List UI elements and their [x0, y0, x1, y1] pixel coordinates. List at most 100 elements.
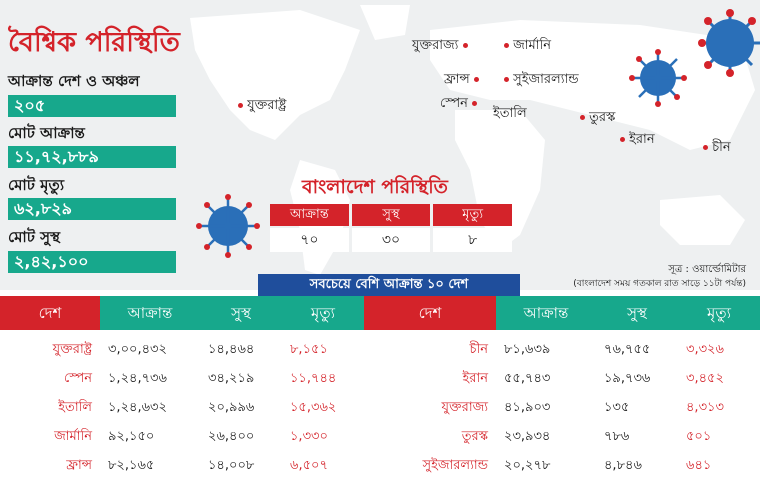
map-label: যুক্তরাষ্ট্র — [238, 96, 286, 117]
cell-deaths: ১১,৭৪৪ — [290, 371, 337, 386]
cell-country: চীন — [469, 342, 489, 357]
summary-label: মোট সুস্থ — [8, 228, 60, 246]
cell-infected: ৩,০০,৪৩২ — [108, 342, 167, 357]
source-text: সূত্র : ওয়ার্ল্ডোমিটার — [668, 264, 746, 275]
bangladesh-title: বাংলাদেশ পরিস্থিতি — [302, 176, 448, 198]
table-row: চীন ৮১,৬৩৯ ৭৬,৭৫৫ ৩,৩২৬ — [364, 338, 760, 362]
cell-recovered: ২৬,৪০০ — [208, 429, 255, 444]
map-label: ফ্রান্স — [444, 70, 479, 91]
col-header-country: দেশ — [0, 296, 100, 330]
bd-value: ৩০ — [351, 228, 431, 252]
summary-label: মোট আক্রান্ত — [8, 124, 85, 142]
cell-infected: ২০,২৭৮ — [504, 458, 551, 473]
cell-recovered: ২০,৯৯৬ — [208, 400, 255, 415]
left-table: দেশ আক্রান্ত সুস্থ মৃত্যু যুক্তরাষ্ট্র ৩,… — [0, 296, 364, 483]
table-row: সুইজারল্যান্ড ২০,২৭৮ ৪,৮৪৬ ৬৪১ — [364, 454, 760, 478]
table-row: যুক্তরাষ্ট্র ৩,০০,৪৩২ ১৪,৪৬৪ ৮,১৫১ — [0, 338, 364, 362]
col-header-recovered: সুস্থ — [231, 304, 251, 322]
virus-icon — [698, 9, 760, 77]
summary-value: ২,৪২,১০০ — [8, 251, 176, 273]
cell-deaths: ৫০১ — [686, 429, 712, 444]
col-header-recovered: সুস্থ — [627, 304, 647, 322]
cell-recovered: ৩৪,২১৯ — [208, 371, 255, 386]
cell-infected: ৯২,১৫০ — [108, 429, 155, 444]
cell-infected: ২৩,৯৩৪ — [504, 429, 551, 444]
location-dot-icon — [472, 101, 478, 106]
location-dot-icon — [504, 43, 509, 48]
time-note: (বাংলাদেশ সময় গতকাল রাত সাড়ে ১১টা পর্য… — [573, 279, 746, 289]
cell-country: ইরান — [462, 371, 488, 386]
summary-label: মোট মৃত্যু — [8, 176, 65, 194]
bangladesh-table: আক্রান্ত সুস্থ মৃত্যু ৭০ ৩০ ৮ — [270, 204, 515, 252]
cell-country: সুইজারল্যান্ড — [422, 458, 488, 473]
cell-deaths: ১,৩৩০ — [290, 429, 328, 444]
cell-country: ইতালি — [58, 400, 92, 415]
cell-deaths: ৩,৪৫২ — [686, 371, 724, 386]
cell-country: তুরস্ক — [461, 429, 488, 444]
cell-infected: ৪১,৯০৩ — [504, 400, 551, 415]
col-header-country: দেশ — [364, 296, 496, 330]
cell-recovered: ১৪,০০৮ — [208, 458, 255, 473]
cell-deaths: ৪,৩১৩ — [686, 400, 724, 415]
map-label: জার্মানি — [504, 36, 551, 57]
cell-recovered: ১৯,৭৩৬ — [604, 371, 651, 386]
map-label: স্পেন — [440, 94, 478, 115]
location-dot-icon — [238, 103, 243, 108]
location-dot-icon — [462, 43, 468, 48]
table-row: যুক্তরাজ্য ৪১,৯০৩ ১৩৫ ৪,৩১৩ — [364, 396, 760, 420]
cell-recovered: ৪,৮৪৬ — [604, 458, 642, 473]
cell-country: ফ্রান্স — [66, 458, 92, 473]
map-label: ইরান — [620, 130, 655, 151]
bd-header: সুস্থ — [351, 204, 431, 226]
right-table: দেশ আক্রান্ত সুস্থ মৃত্যু চীন ৮১,৬৩৯ ৭৬,৭৫… — [364, 296, 760, 483]
cell-recovered: ৭৬,৭৫৫ — [604, 342, 651, 357]
summary-value: ২০৫ — [8, 95, 176, 117]
summary-label: আক্রান্ত দেশ ও অঞ্চল — [8, 72, 140, 90]
col-header-deaths: মৃত্যু — [311, 304, 335, 322]
bd-header: মৃত্যু — [433, 204, 513, 226]
map-label: যুক্তরাজ্য — [412, 36, 468, 57]
cell-deaths: ১৫,৩৬২ — [290, 400, 337, 415]
bd-header: আক্রান্ত — [270, 204, 349, 226]
cell-country: জার্মানি — [54, 429, 92, 444]
cell-infected: ৫৫,৭৪৩ — [504, 371, 551, 386]
table-row: ইতালি ১,২৪,৬৩২ ২০,৯৯৬ ১৫,৩৬২ — [0, 396, 364, 420]
col-header-deaths: মৃত্যু — [707, 304, 731, 322]
virus-icon — [196, 194, 260, 258]
top-ten-banner: সবচেয়ে বেশি আক্রান্ত ১০ দেশ — [258, 274, 520, 296]
table-row: স্পেন ১,২৪,৭৩৬ ৩৪,২১৯ ১১,৭৪৪ — [0, 367, 364, 391]
map-label: তুরস্ক — [580, 108, 615, 129]
table-row: ইরান ৫৫,৭৪৩ ১৯,৭৩৬ ৩,৪৫২ — [364, 367, 760, 391]
table-row: ফ্রান্স ৮২,১৬৫ ১৪,০০৮ ৬,৫০৭ — [0, 454, 364, 478]
location-dot-icon — [473, 77, 479, 82]
cell-deaths: ৬,৫০৭ — [290, 458, 328, 473]
bd-value: ৮ — [433, 228, 513, 252]
map-label: চীন — [703, 138, 731, 159]
location-dot-icon — [580, 115, 585, 120]
col-header-infected: আক্রান্ত — [523, 304, 569, 322]
cell-country: যুক্তরাজ্য — [441, 400, 488, 415]
cell-recovered: ৭৮৬ — [604, 429, 630, 444]
cell-country: স্পেন — [64, 371, 92, 386]
cell-recovered: ১৩৫ — [604, 400, 630, 415]
cell-deaths: ৮,১৫১ — [290, 342, 328, 357]
cell-infected: ১,২৪,৬৩২ — [108, 400, 167, 415]
location-dot-icon — [620, 137, 625, 142]
cell-infected: ৮১,৬৩৯ — [504, 342, 551, 357]
table-row: জার্মানি ৯২,১৫০ ২৬,৪০০ ১,৩৩০ — [0, 425, 364, 449]
cell-infected: ৮২,১৬৫ — [108, 458, 155, 473]
cell-infected: ১,২৪,৭৩৬ — [108, 371, 167, 386]
cell-deaths: ৬৪১ — [686, 458, 712, 473]
summary-value: ৬২,৮২৯ — [8, 198, 176, 220]
cell-country: যুক্তরাষ্ট্র — [52, 342, 92, 357]
virus-icon — [629, 49, 687, 107]
cell-recovered: ১৪,৪৬৪ — [208, 342, 255, 357]
cell-deaths: ৩,৩২৬ — [686, 342, 724, 357]
location-dot-icon — [504, 77, 509, 82]
bd-value: ৭০ — [270, 228, 349, 252]
col-header-infected: আক্রান্ত — [127, 304, 173, 322]
table-row: তুরস্ক ২৩,৯৩৪ ৭৮৬ ৫০১ — [364, 425, 760, 449]
summary-value: ১১,৭২,৮৮৯ — [8, 146, 176, 168]
map-label: সুইজারল্যান্ড — [504, 70, 579, 91]
page-title: বৈশ্বিক পরিস্থিতি — [8, 27, 180, 58]
